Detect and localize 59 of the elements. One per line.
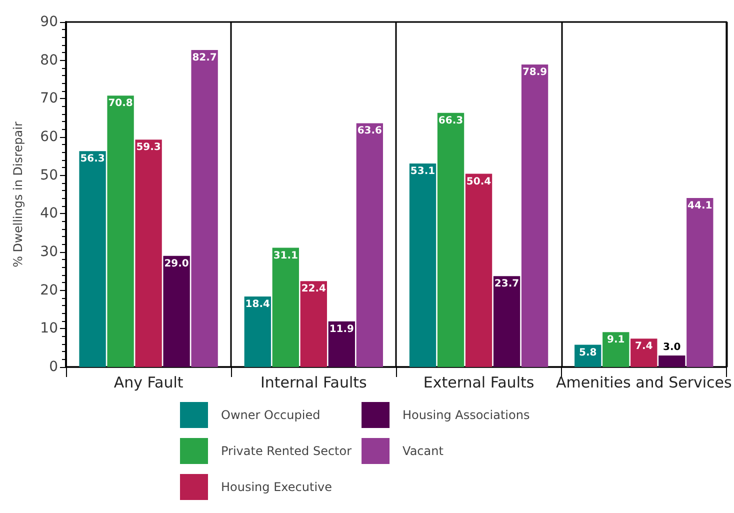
legend-label: Housing Associations — [402, 408, 530, 422]
data-label: 82.7 — [192, 52, 217, 64]
bar — [163, 256, 190, 367]
bar — [602, 332, 630, 367]
data-label: 59.3 — [136, 142, 161, 154]
data-label: 23.7 — [494, 278, 520, 290]
y-tick-label: 0 — [49, 359, 58, 375]
y-tick-label: 30 — [40, 244, 58, 260]
data-label: 53.1 — [410, 166, 436, 177]
x-tick-label: External Faults — [423, 374, 534, 392]
bar — [191, 50, 218, 367]
x-tick-label: Internal Faults — [260, 374, 368, 392]
y-tick-label: 90 — [40, 14, 58, 30]
y-tick-label: 40 — [40, 206, 58, 222]
bar — [328, 321, 356, 367]
bar — [107, 96, 134, 367]
bar — [272, 248, 299, 367]
data-label: 22.4 — [301, 284, 326, 295]
data-label: 18.4 — [245, 298, 270, 310]
x-tick-label: Amenities and Services — [556, 374, 732, 392]
y-tick-label: 70 — [40, 90, 58, 107]
y-tick-label: 10 — [40, 320, 58, 337]
x-tick-label: Any Fault — [114, 374, 184, 392]
bar — [465, 174, 492, 367]
data-label: 66.3 — [438, 115, 464, 126]
bar — [409, 163, 436, 367]
data-label: 56.3 — [80, 154, 105, 165]
bar — [521, 64, 548, 367]
data-label: 78.9 — [522, 67, 548, 78]
bar — [658, 356, 686, 367]
data-label: 63.6 — [357, 126, 382, 137]
legend-label: Housing Executive — [221, 480, 332, 494]
bar — [493, 276, 520, 367]
bar — [686, 198, 714, 367]
data-label: 9.1 — [607, 334, 625, 346]
bar — [135, 140, 162, 367]
data-label: 44.1 — [688, 200, 712, 212]
data-label: 5.8 — [579, 347, 597, 358]
y-tick-label: 50 — [40, 167, 58, 184]
bar — [356, 123, 384, 367]
bar — [630, 338, 658, 367]
data-label: 11.9 — [329, 324, 354, 335]
bar — [244, 296, 271, 367]
legend-label: Vacant — [402, 444, 444, 458]
data-label: 50.4 — [466, 176, 492, 188]
data-label: 70.8 — [108, 98, 133, 110]
legend-label: Owner Occupied — [221, 408, 320, 422]
bar — [437, 112, 464, 367]
data-label: 3.0 — [663, 342, 681, 353]
y-tick-label: 20 — [40, 282, 58, 298]
legend-label: Private Rented Sector — [221, 444, 352, 458]
data-label: 7.4 — [635, 341, 653, 352]
bar — [79, 151, 106, 367]
bar — [300, 281, 327, 367]
data-label: 31.1 — [273, 250, 298, 262]
y-tick-label: 60 — [40, 129, 58, 145]
y-axis-title: % Dwellings in Disrepair — [11, 122, 25, 268]
data-label: 29.0 — [164, 258, 189, 270]
y-tick-label: 80 — [40, 52, 58, 68]
